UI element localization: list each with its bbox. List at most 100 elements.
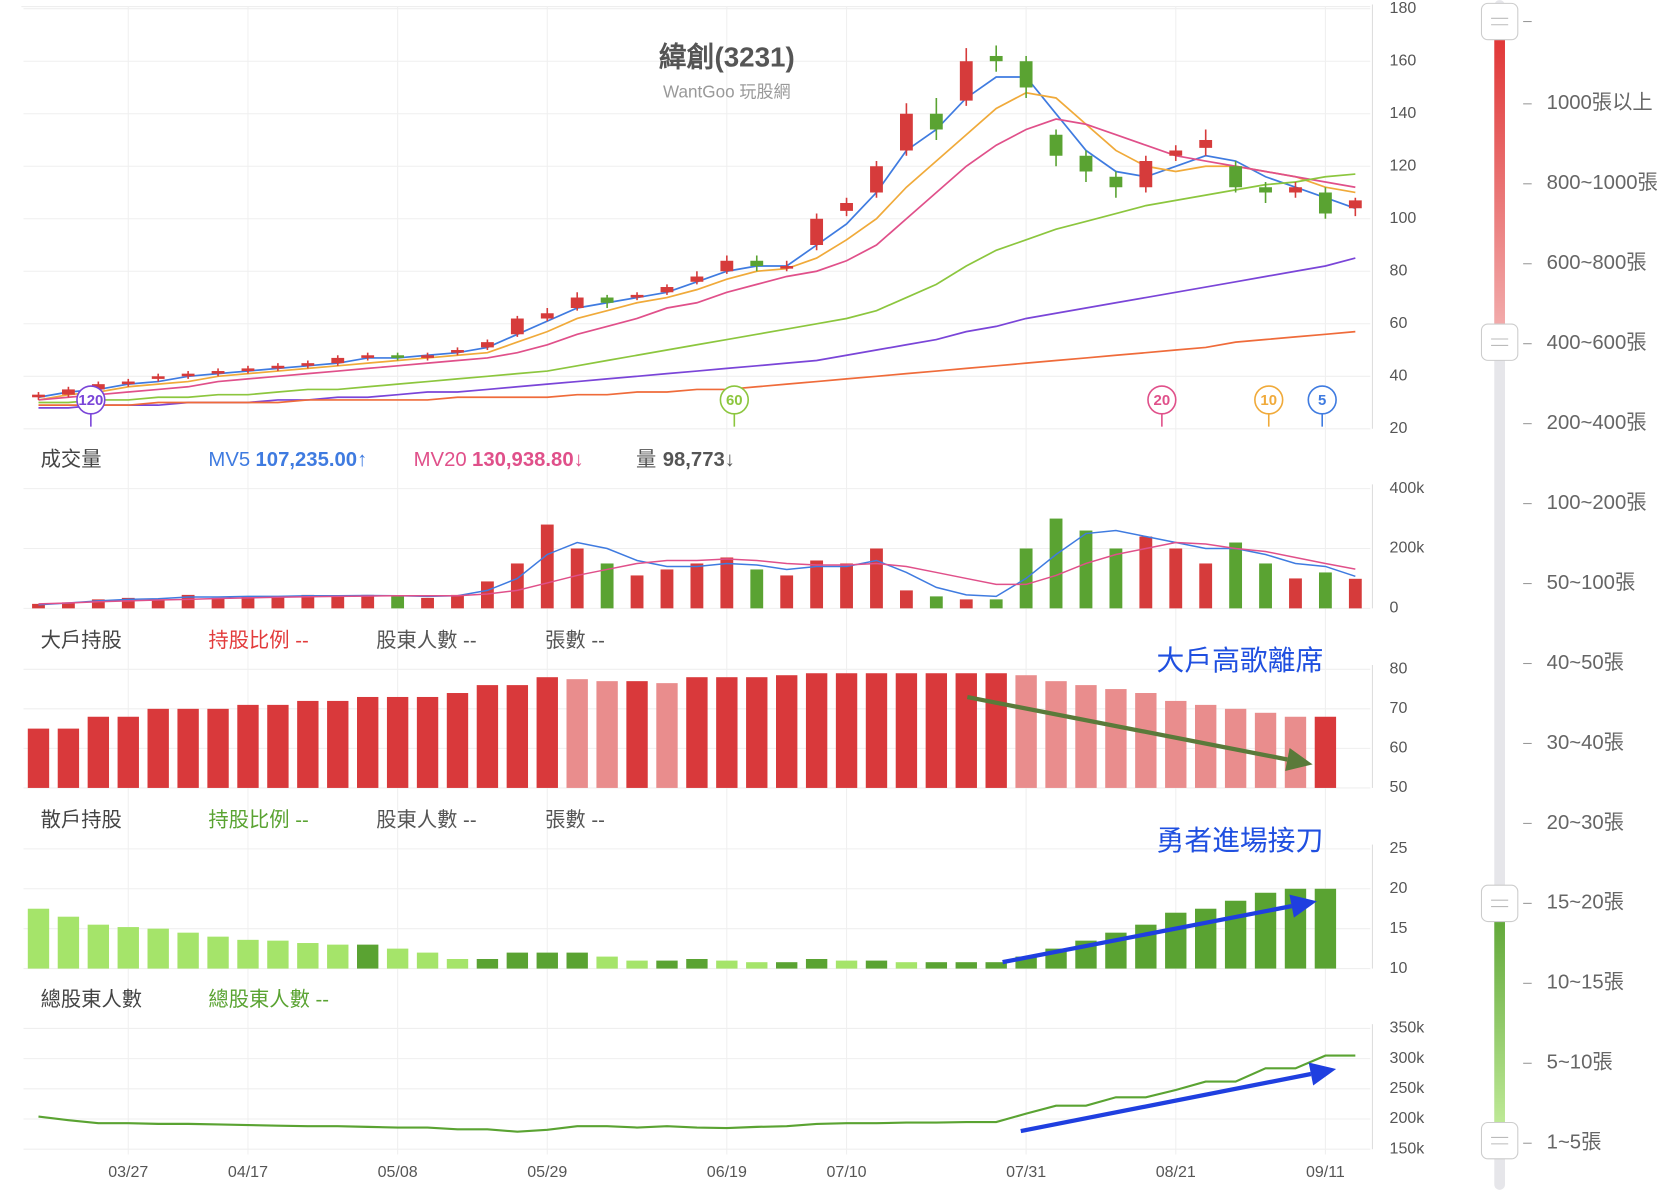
y-tick-label: 20: [1390, 879, 1408, 897]
slider-handle[interactable]: [1480, 884, 1519, 923]
candle-body: [630, 294, 644, 298]
holding-bar: [835, 673, 858, 788]
holding-bar: [955, 673, 977, 788]
volume-bar: [1169, 548, 1183, 609]
y-tick-label: 150k: [1390, 1139, 1426, 1157]
holding-bar: [1045, 681, 1067, 788]
holding-bar: [746, 677, 768, 788]
volume-bar: [391, 596, 405, 609]
annotation: 大戶高歌離席: [1157, 645, 1324, 676]
y-tick-label: 400k: [1390, 479, 1426, 497]
candle-body: [331, 357, 345, 364]
slider-level-label: 10~15張: [1547, 972, 1624, 994]
holding-bar: [895, 962, 918, 969]
holding-bar: [985, 673, 1007, 788]
slider-range-red: [1494, 21, 1505, 343]
y-tick-label: 80: [1390, 660, 1408, 678]
candle-body: [1109, 176, 1123, 188]
holding-bar: [476, 685, 499, 788]
slider-handle[interactable]: [1480, 1121, 1519, 1160]
y-tick-label: 250k: [1390, 1079, 1426, 1097]
volume-bar: [1139, 536, 1153, 609]
y-tick-label: 350k: [1390, 1019, 1426, 1037]
volume-bar: [271, 596, 285, 609]
ma-marker: [719, 385, 750, 415]
holding-bar: [626, 681, 648, 788]
panel-field: 持股比例 --: [208, 629, 308, 652]
holding-bar: [805, 958, 828, 969]
candle-body: [271, 365, 285, 369]
slider-handle[interactable]: [1480, 2, 1519, 41]
volume-bar: [151, 599, 165, 609]
slider-range-green: [1494, 903, 1505, 1141]
candle-body: [421, 355, 434, 358]
candle-body: [451, 350, 464, 353]
candle-body: [690, 276, 704, 282]
annotation-arrow: [1020, 1071, 1312, 1134]
volume-bar: [32, 603, 45, 609]
volume-bar: [870, 548, 883, 609]
holding-bar: [386, 696, 409, 788]
holding-bar: [1075, 685, 1097, 788]
volume-bar: [1229, 542, 1243, 609]
candle-body: [480, 342, 494, 348]
slider-handle-box: [1480, 1121, 1519, 1160]
candle-body: [959, 61, 973, 101]
volume-bar: [331, 596, 345, 609]
holding-bar: [536, 677, 558, 788]
holding-bar: [1224, 900, 1247, 969]
holding-bar: [207, 708, 229, 788]
candle-body: [720, 260, 734, 272]
holding-bar: [357, 944, 379, 969]
ma-marker: [1254, 385, 1284, 415]
holding-bar: [955, 962, 977, 969]
annotation-arrow-head: [1285, 747, 1313, 772]
holding-bar: [1165, 700, 1187, 788]
holding-bar: [506, 952, 529, 969]
volume-bar: [451, 594, 464, 609]
ma-line: [38, 91, 1356, 401]
slider-handle[interactable]: [1480, 323, 1519, 361]
y-tick-label: 15: [1390, 919, 1408, 937]
holding-bar: [596, 956, 618, 969]
holding-bar: [177, 932, 199, 969]
holding-bar: [716, 960, 738, 969]
volume-bar: [1348, 578, 1362, 609]
y-tick-label: 25: [1390, 839, 1408, 857]
holding-bar: [506, 685, 529, 788]
holding-bar: [925, 962, 948, 969]
panel-field: 張數 --: [545, 629, 605, 652]
y-tick-label: 50: [1390, 778, 1408, 796]
y-tick-label: 80: [1390, 261, 1408, 279]
candle-body: [361, 355, 375, 358]
candle-body: [870, 166, 883, 193]
slider-level-label: 200~400張: [1547, 412, 1647, 434]
holding-bar: [476, 958, 499, 969]
volume-bar: [421, 597, 434, 609]
ma-marker: [1147, 385, 1177, 415]
x-tick-label: 08/21: [1156, 1163, 1196, 1181]
candle-body: [929, 113, 943, 130]
x-tick-label: 09/11: [1306, 1163, 1345, 1181]
holding-bar: [566, 679, 588, 788]
volume-bar: [1109, 548, 1123, 609]
holding-bar: [1195, 704, 1217, 788]
volume-bar: [361, 594, 375, 609]
volume-bar: [810, 560, 824, 609]
holders-line: [38, 1054, 1356, 1133]
volume-bar: [570, 548, 584, 609]
candle-body: [1289, 187, 1302, 193]
panel-field: 持股比例 --: [208, 808, 308, 831]
holding-bar: [297, 943, 319, 969]
volume-bar: [720, 557, 734, 609]
candle-body: [1169, 150, 1183, 156]
volume-bar: [91, 599, 105, 609]
y-tick-label: 200k: [1390, 539, 1426, 557]
volume-ma-line: [38, 541, 1356, 605]
holding-bar: [147, 708, 169, 788]
candle-body: [780, 266, 794, 269]
holding-bar: [327, 944, 349, 969]
volume-bar: [630, 575, 644, 609]
